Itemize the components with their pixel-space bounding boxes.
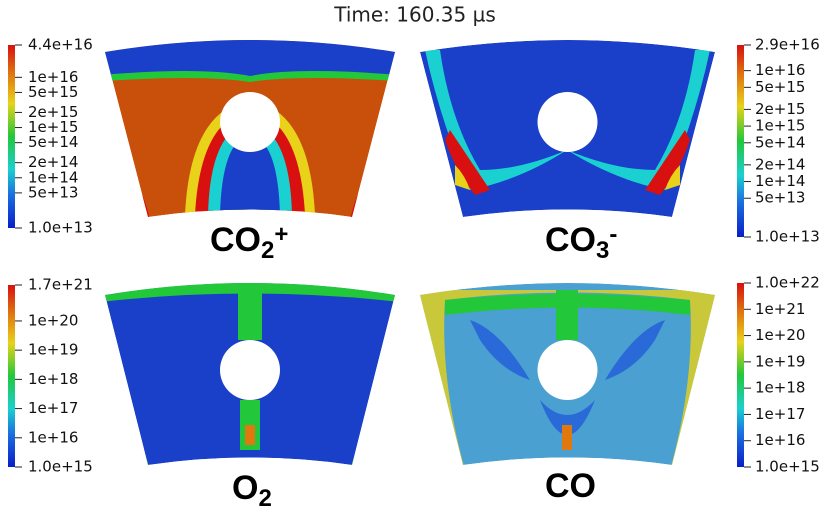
colorbar-label: 1.7e+21: [28, 276, 93, 294]
cylinder-hole: [220, 340, 280, 400]
colorbar-label: 1e+17: [28, 399, 78, 417]
label-sub: 2: [258, 485, 271, 512]
field-region: [562, 425, 572, 450]
field-region: [105, 71, 395, 82]
colorbar-label: 2e+14: [28, 153, 78, 171]
colorbar-label: 1e+21: [755, 300, 805, 318]
colorbar-label: 1e+16: [28, 68, 78, 86]
colorbar-label: 1e+20: [28, 311, 78, 329]
colorbar-label: 1.0e+22: [755, 274, 820, 292]
species-label: CO2+: [210, 221, 288, 264]
colorbar: [737, 283, 744, 467]
field-region: [445, 130, 490, 195]
title: Time: 160.35 µs: [333, 3, 496, 27]
panel: CO2+4.4e+161e+165e+152e+151e+155e+142e+1…: [8, 36, 395, 264]
colorbar-label: 1e+14: [755, 172, 805, 190]
colorbar-label: 1.0e+15: [755, 458, 820, 476]
colorbar-label: 1e+17: [755, 405, 805, 423]
colorbar: [8, 285, 15, 467]
field-region: [238, 290, 262, 340]
colorbar: [737, 45, 744, 237]
colorbar-label: 2e+15: [28, 103, 78, 121]
label-base: O: [232, 469, 258, 507]
colorbar-label: 1.0e+13: [755, 228, 820, 246]
colorbar-label: 1e+16: [755, 431, 805, 449]
field-region: [605, 320, 665, 380]
colorbar-label: 5e+15: [28, 83, 78, 101]
colorbar-label: 1e+18: [755, 379, 805, 397]
colorbar-label: 2.9e+16: [755, 36, 820, 54]
cylinder-hole: [537, 340, 598, 400]
colorbar-label: 1e+16: [755, 61, 805, 79]
field-region: [470, 320, 530, 380]
label-sub: 3: [596, 237, 609, 264]
colorbar-label: 5e+13: [28, 183, 78, 201]
colorbar-label: 1.0e+13: [28, 219, 93, 237]
colorbar-label: 1e+15: [755, 117, 805, 135]
colorbar-label: 2e+15: [755, 100, 805, 118]
colorbar-label: 1e+19: [28, 341, 78, 359]
colorbar-label: 1e+14: [28, 168, 78, 186]
field-region: [245, 425, 255, 445]
colorbar-label: 5e+14: [755, 133, 805, 151]
label-sub: 2: [261, 237, 274, 264]
field-region: [540, 400, 595, 435]
panel: O2 1.7e+21 1e+20 1e+19 1e+18 1e+17 1e+16 1.0e+1…: [8, 276, 395, 512]
cylinder-hole: [537, 92, 598, 152]
colorbar-label: 1e+15: [28, 118, 78, 136]
colorbar-label: 5e+14: [28, 133, 78, 151]
cylinder-hole: [220, 92, 280, 152]
field-region: [105, 40, 395, 78]
colorbar-label: 5e+13: [755, 189, 805, 207]
label-base: CO: [210, 221, 261, 259]
colorbar-label: 1e+18: [28, 370, 78, 388]
species-label: CO: [545, 467, 596, 505]
panel: CO 1.0e+22 1e+21 1e+20 1e+19 1e+18 1e+17 1e+16 1…: [420, 274, 820, 505]
colorbar-label: 5e+15: [755, 78, 805, 96]
colorbar-label: 1e+16: [28, 428, 78, 446]
label-sup: +: [274, 221, 288, 248]
species-label: CO3-: [545, 221, 617, 264]
colorbar-label: 4.4e+16: [28, 36, 93, 54]
label-base: CO: [545, 221, 596, 259]
field-region: [645, 130, 690, 195]
field-region: [665, 165, 680, 190]
colorbar-label: 1.0e+15: [28, 458, 93, 476]
colorbar-label: 1e+19: [755, 352, 805, 370]
label-sup: -: [609, 221, 617, 248]
colorbar-label: 1e+20: [755, 326, 805, 344]
colorbar-label: 2e+14: [755, 155, 805, 173]
field-region: [556, 290, 578, 340]
field-region: [220, 135, 280, 215]
species-label: O2: [232, 469, 272, 512]
label-base: CO: [545, 467, 596, 505]
field-region: [455, 165, 470, 190]
colorbar: [8, 45, 15, 228]
